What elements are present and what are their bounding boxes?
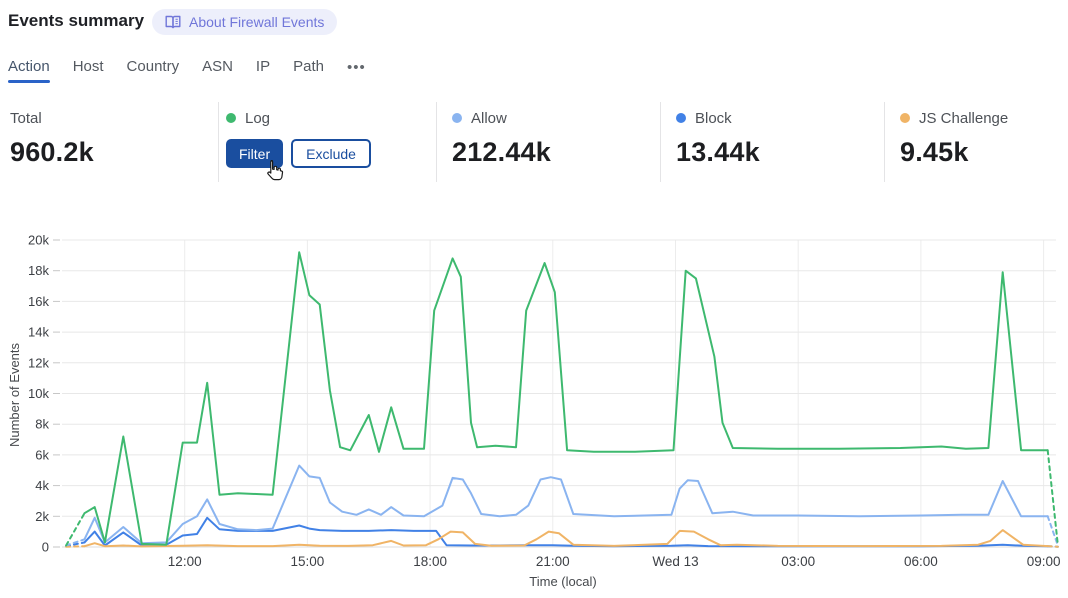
y-axis-title: Number of Events xyxy=(7,342,22,447)
stat-allow-label: Allow xyxy=(471,109,507,127)
page-title: Events summary xyxy=(8,11,145,30)
x-tick-label: 03:00 xyxy=(781,554,815,569)
x-tick-label: 15:00 xyxy=(291,554,325,569)
book-icon xyxy=(165,15,181,29)
series-allow-line xyxy=(83,464,1049,545)
x-tick-label: 06:00 xyxy=(904,554,938,569)
chart-plot-area[interactable] xyxy=(62,240,1058,547)
y-tick-label: 20k xyxy=(28,233,49,248)
y-tick-label: 14k xyxy=(28,325,49,340)
series-log-lead-dash xyxy=(65,512,86,547)
series-block-lead-dash xyxy=(65,541,86,548)
series-js-challenge-line xyxy=(83,529,1049,548)
divider xyxy=(436,102,437,182)
log-legend-dot xyxy=(226,113,236,123)
x-tick-label: Wed 13 xyxy=(652,554,698,569)
y-tick-label: 6k xyxy=(35,447,49,462)
stat-card-block[interactable]: Block 13.44k xyxy=(676,108,760,168)
block-legend-dot xyxy=(676,113,686,123)
y-tick-label: 18k xyxy=(28,263,49,278)
series-js-challenge-lead-dash xyxy=(65,545,86,548)
y-tick-label: 2k xyxy=(35,509,49,524)
stat-card-log[interactable]: Log Filter Exclude xyxy=(226,108,371,168)
tab-country[interactable]: Country xyxy=(126,58,180,75)
stat-js-challenge-label: JS Challenge xyxy=(919,109,1009,127)
stat-log-label: Log xyxy=(245,109,271,127)
x-tick-label: 21:00 xyxy=(536,554,570,569)
stat-card-js-challenge[interactable]: JS Challenge 9.45k xyxy=(900,108,1008,168)
tab-action[interactable]: Action xyxy=(8,58,50,83)
y-tick-label: 8k xyxy=(35,417,49,432)
tab-host[interactable]: Host xyxy=(72,58,104,75)
y-tick-label: 12k xyxy=(28,355,49,370)
divider xyxy=(660,102,661,182)
events-time-series-chart: 0 2k 4k 6k 8k 10k 12k 14k 16k 18k 20k 12:00 15:00 18:… xyxy=(7,233,1061,590)
stat-card-allow[interactable]: Allow 212.44k xyxy=(452,108,551,168)
y-tick-label: 10k xyxy=(28,386,49,401)
series-allow-tail-dash xyxy=(1046,515,1059,547)
series-allow-lead-dash xyxy=(65,538,86,547)
about-pill-label: About Firewall Events xyxy=(189,14,325,30)
series-block-line xyxy=(83,516,1049,548)
dimension-tab-bar: Action Host Country ASN IP Path ••• xyxy=(8,58,366,83)
stat-total: Total 960.2k xyxy=(10,108,94,168)
divider xyxy=(218,102,219,182)
allow-legend-dot xyxy=(452,113,462,123)
stat-total-value: 960.2k xyxy=(10,137,94,167)
x-tick-label: 09:00 xyxy=(1027,554,1061,569)
series-log-tail-dash xyxy=(1046,449,1059,547)
x-tick-label: 18:00 xyxy=(413,554,447,569)
series-js-challenge-tail-dash xyxy=(1046,545,1059,548)
exclude-button[interactable]: Exclude xyxy=(291,139,371,168)
js-challenge-legend-dot xyxy=(900,113,910,123)
stat-block-label: Block xyxy=(695,109,732,127)
tab-ip[interactable]: IP xyxy=(255,58,271,75)
tab-asn[interactable]: ASN xyxy=(202,58,233,75)
series-log-line xyxy=(83,251,1049,546)
stat-block-value: 13.44k xyxy=(676,137,760,167)
y-tick-label: 4k xyxy=(35,478,49,493)
y-tick-label: 16k xyxy=(28,294,49,309)
x-tick-label: 12:00 xyxy=(168,554,202,569)
stat-js-challenge-value: 9.45k xyxy=(900,137,969,167)
divider xyxy=(884,102,885,182)
x-axis-title: Time (local) xyxy=(529,574,596,589)
about-firewall-events-link[interactable]: About Firewall Events xyxy=(152,9,338,35)
y-tick-label: 0 xyxy=(42,540,49,555)
more-tabs-icon[interactable]: ••• xyxy=(346,59,366,76)
stat-allow-value: 212.44k xyxy=(452,137,551,167)
filter-button[interactable]: Filter xyxy=(226,139,284,168)
tab-path[interactable]: Path xyxy=(293,58,324,75)
stat-total-label: Total xyxy=(10,109,42,127)
